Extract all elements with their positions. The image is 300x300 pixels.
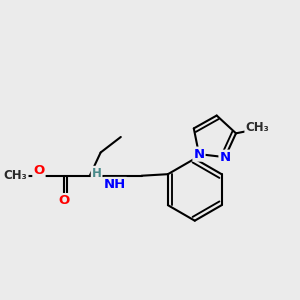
Text: O: O — [33, 164, 45, 177]
Text: CH₃: CH₃ — [245, 121, 269, 134]
Text: O: O — [59, 194, 70, 207]
Text: CH₃: CH₃ — [4, 169, 28, 182]
Text: H: H — [92, 167, 102, 180]
Text: N: N — [194, 148, 205, 160]
Text: N: N — [220, 151, 231, 164]
Text: NH: NH — [104, 178, 126, 191]
